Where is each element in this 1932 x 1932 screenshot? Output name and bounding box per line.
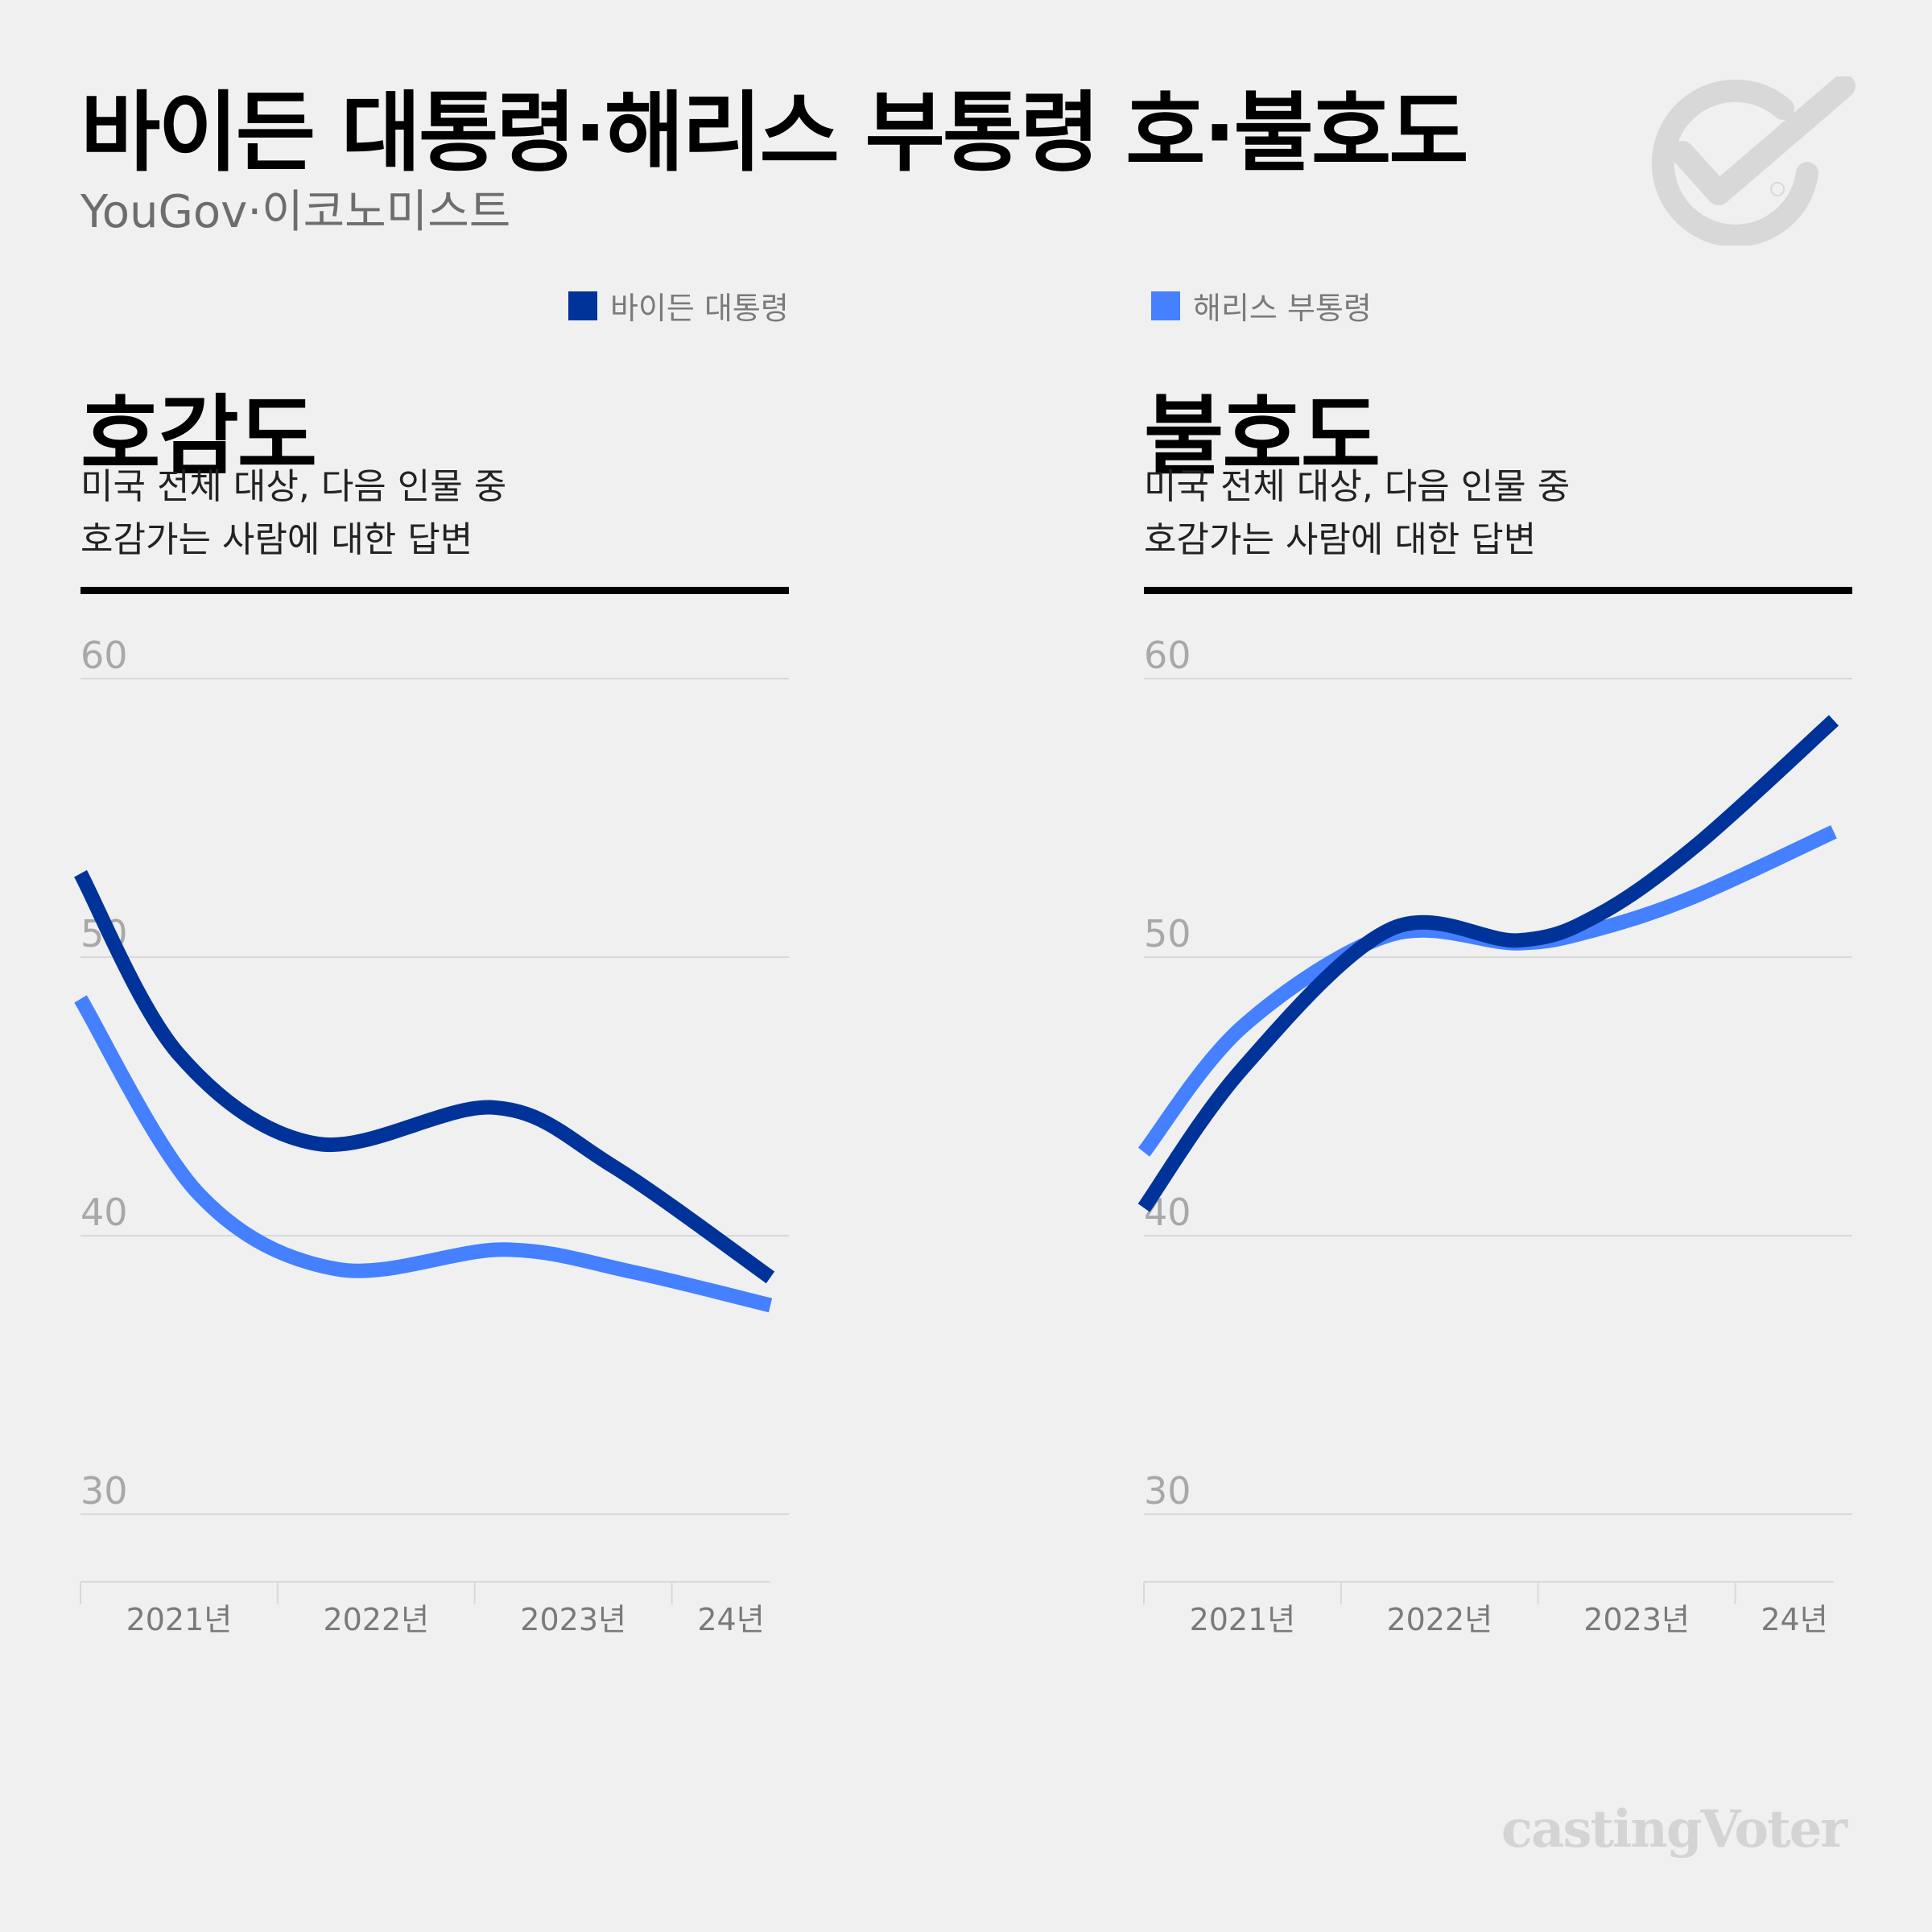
x-tick-label: 2023년 (520, 1602, 626, 1637)
legend-label-harris: 해리스 부통령 (1193, 291, 1372, 326)
x-tick-label: 2023년 (1583, 1602, 1690, 1637)
y-tick-label: 50 (1144, 912, 1191, 956)
x-tick-label: 24년 (697, 1602, 764, 1637)
x-tick-label: 2022년 (1386, 1602, 1492, 1637)
y-tick-label: 40 (80, 1191, 128, 1234)
x-tick-label: 2021년 (1190, 1602, 1296, 1637)
y-tick-label: 30 (80, 1469, 128, 1513)
checkmark-circle-icon (1651, 76, 1856, 246)
panel-divider-unfavorability (1144, 587, 1852, 594)
y-tick-label: 60 (1144, 634, 1191, 677)
series-line-harris (74, 995, 773, 1313)
page-title: 바이든 대통령·해리스 부통령 호·불호도 (80, 83, 1469, 184)
source-label: YouGov·이코노미스트 (80, 186, 511, 238)
panel-description-unfavorability: 미국 전체 대상, 다음 인물 중 호감가는 사람에 대한 답변 (1144, 466, 1571, 560)
y-tick-label: 60 (80, 634, 128, 677)
x-tick-label: 24년 (1761, 1602, 1827, 1637)
series-line-harris (1137, 825, 1837, 1157)
panel-description-favorability: 미국 전체 대상, 다음 인물 중 호감가는 사람에 대한 답변 (80, 466, 507, 560)
panel-title-unfavorability: 불호도 (1144, 386, 1381, 487)
panel-divider-favorability (80, 587, 789, 594)
series-line-biden (74, 869, 775, 1284)
brand-logo: castingVoter (1501, 1799, 1847, 1860)
y-tick-label: 30 (1144, 1469, 1191, 1513)
series-line-biden (1137, 715, 1839, 1212)
legend-swatch-biden (568, 291, 597, 320)
x-tick-label: 2021년 (126, 1602, 233, 1637)
legend-swatch-harris (1151, 291, 1180, 320)
legend-label-biden: 바이든 대통령 (610, 291, 789, 326)
legend-item-harris: 해리스 부통령 (1151, 283, 1372, 328)
x-tick-label: 2022년 (323, 1602, 429, 1637)
panel-title-favorability: 호감도 (80, 386, 317, 487)
legend-item-biden: 바이든 대통령 (568, 283, 789, 328)
